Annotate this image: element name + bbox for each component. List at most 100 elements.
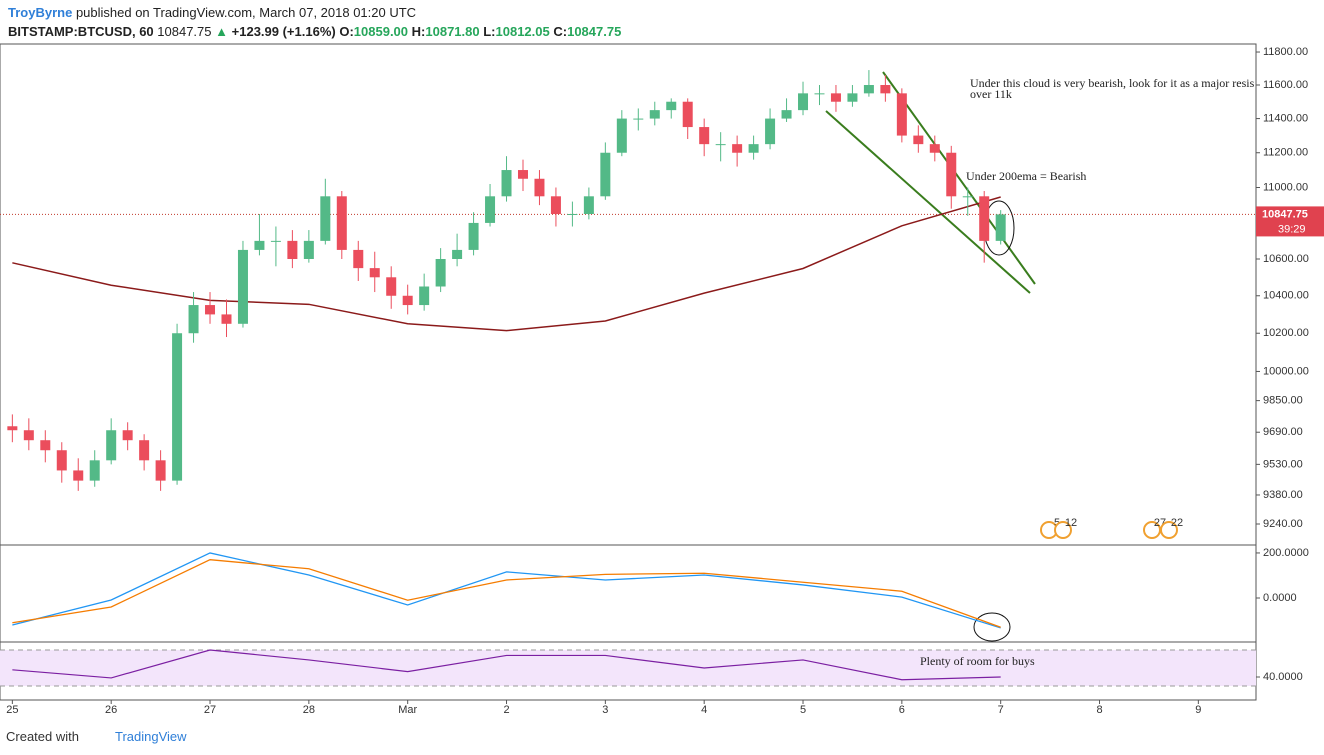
candle-body	[221, 314, 232, 324]
y-tick-label: 10600.00	[1263, 253, 1309, 265]
candle-body	[633, 118, 644, 120]
candle-body	[781, 110, 792, 119]
highlight-ellipse	[973, 612, 1011, 642]
publish-line: TroyByrne published on TradingView.com, …	[8, 3, 621, 22]
created-with: Created with	[6, 729, 79, 744]
event-count: 12	[1065, 517, 1077, 529]
candle-body	[419, 286, 430, 306]
candle-body	[452, 249, 463, 259]
y-tick-label: 11400.00	[1263, 112, 1308, 124]
candle-body	[485, 196, 496, 223]
trend-line	[882, 71, 1036, 285]
candle-body	[567, 214, 578, 216]
candle-body	[550, 196, 561, 215]
macd-line	[12, 552, 1001, 629]
candle-body	[682, 101, 693, 128]
candle-body	[336, 196, 347, 250]
candle-body	[798, 93, 809, 111]
footer: Created with TradingView	[6, 729, 187, 744]
chart: Under this cloud is very bearish, look f…	[0, 43, 1324, 716]
author[interactable]: TroyByrne	[8, 5, 73, 20]
event-icon	[1054, 521, 1072, 539]
annotations: Under this cloud is very bearish, look f…	[966, 76, 1255, 183]
candle-body	[814, 93, 825, 95]
last-price-box	[1256, 206, 1324, 237]
y-tick-label: 9240.00	[1263, 518, 1303, 530]
y-tick-label: 11200.00	[1263, 147, 1308, 159]
countdown: 39:29	[1278, 223, 1306, 235]
y-tick-label: 200.0000	[1263, 547, 1309, 559]
candle-body	[929, 144, 940, 153]
y-tick-label: 11600.00	[1263, 79, 1308, 91]
candle-body	[946, 152, 957, 197]
y-tick-label: 11000.00	[1263, 181, 1308, 193]
candle-body	[106, 430, 117, 461]
x-tick-label: 7	[998, 704, 1004, 716]
arrow: ▲	[215, 24, 229, 39]
candle-body	[979, 196, 990, 241]
event-count: 5	[1054, 517, 1060, 529]
candle-body	[600, 152, 611, 197]
y-tick-label: 9850.00	[1263, 395, 1303, 407]
candle-body	[863, 85, 874, 94]
candle-body	[880, 85, 891, 94]
c-label: C:	[553, 24, 568, 39]
brand[interactable]: TradingView	[114, 729, 187, 744]
candle-body	[765, 118, 776, 145]
frame	[0, 43, 1257, 701]
rsi-band	[0, 650, 1256, 687]
candle-body	[155, 460, 166, 481]
x-tick-label: 2	[503, 704, 509, 716]
y-tick-label: 40.0000	[1263, 671, 1303, 683]
x-tick-label: 5	[800, 704, 806, 716]
candle-body	[386, 277, 397, 296]
y-tick-label: 10400.00	[1263, 290, 1309, 302]
candle-body	[715, 144, 726, 146]
rsi-line	[12, 649, 1001, 681]
signal-line	[12, 559, 1001, 628]
rsi-note: Plenty of room for buys	[920, 654, 1035, 668]
candle-body	[896, 93, 907, 136]
candle-body	[139, 440, 150, 461]
candle-body	[699, 127, 710, 145]
candle-body	[89, 460, 100, 481]
y-tick-label: 9380.00	[1263, 489, 1303, 501]
change: +123.99 (+1.16%)	[231, 24, 336, 39]
candle-body	[616, 118, 627, 153]
candle-body	[666, 101, 677, 111]
candle-body	[40, 440, 51, 451]
last: 10847.75	[157, 24, 212, 39]
candle-body	[369, 268, 380, 278]
candle-body	[270, 240, 281, 242]
candle-body	[73, 470, 84, 481]
candle-body	[913, 135, 924, 145]
h-label: H:	[411, 24, 426, 39]
candle-body	[583, 196, 594, 215]
x-tick-label: 26	[105, 704, 117, 716]
candle-body	[7, 426, 18, 431]
candle-body	[435, 258, 446, 287]
candle-body	[501, 170, 512, 197]
candle-body	[205, 305, 216, 315]
x-tick-label: 8	[1096, 704, 1102, 716]
last-price-label: 10847.75	[1262, 208, 1308, 220]
candle-body	[287, 240, 298, 259]
l-label: L:	[483, 24, 496, 39]
candle-body	[962, 196, 973, 198]
annotation: Under 200ema = Bearish	[966, 169, 1086, 183]
candle-body	[517, 170, 528, 179]
candle-body	[122, 430, 133, 441]
candle-body	[188, 305, 199, 334]
annotation: over 11k	[970, 87, 1012, 101]
candle-body	[830, 93, 841, 102]
y-tick-label: 9690.00	[1263, 426, 1303, 438]
x-tick-label: 27	[204, 704, 216, 716]
candle-body	[649, 110, 660, 119]
candle-body	[402, 295, 413, 306]
candle-body	[732, 144, 743, 153]
candle-body	[995, 214, 1006, 241]
y-tick-label: 10000.00	[1263, 365, 1309, 377]
symbol: BITSTAMP:BTCUSD, 60	[8, 24, 154, 39]
x-tick-label: 6	[899, 704, 905, 716]
